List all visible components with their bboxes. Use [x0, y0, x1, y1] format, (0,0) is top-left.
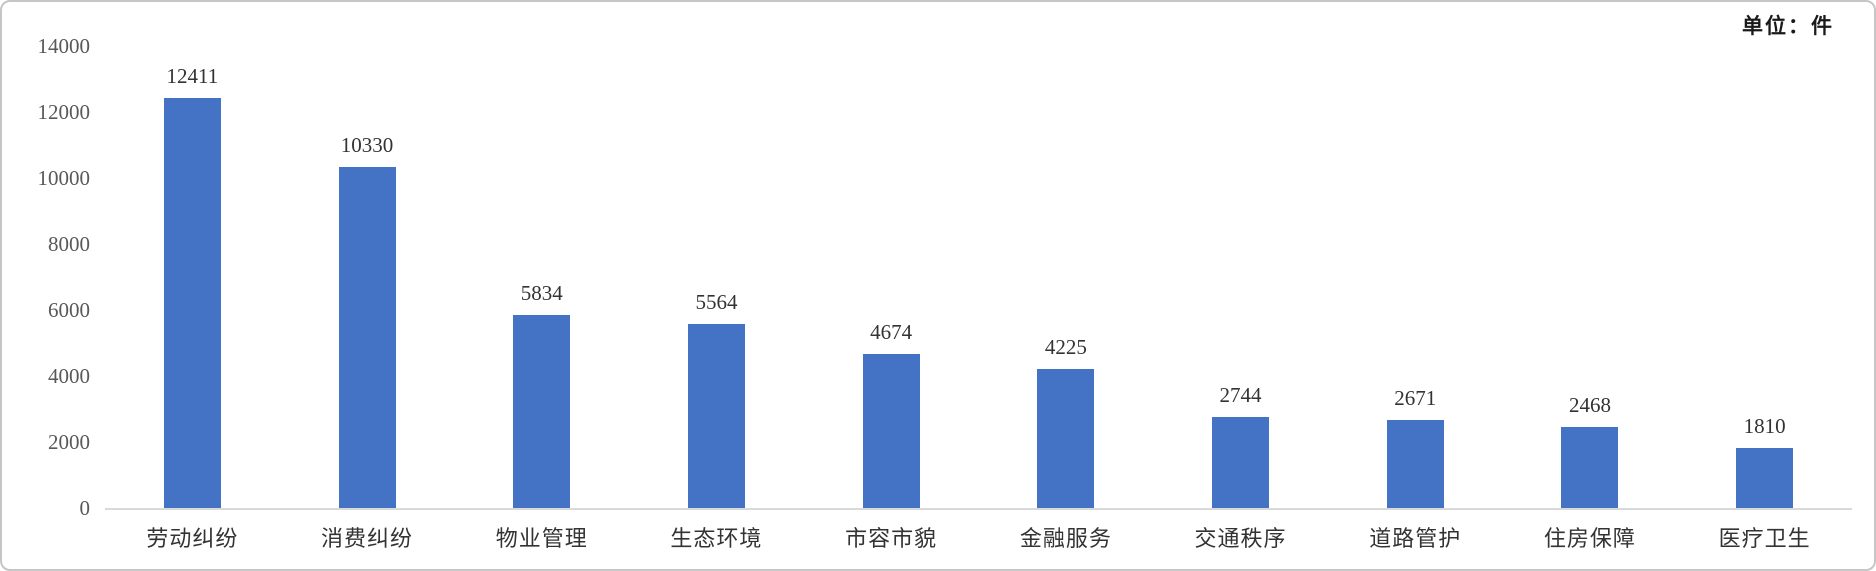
y-axis-tick-label: 0: [79, 496, 91, 520]
bar: [862, 354, 920, 508]
category-label: 金融服务: [1019, 526, 1112, 551]
bar-value-label: 10330: [340, 133, 394, 157]
bar: [513, 315, 571, 508]
bar-value-label: 4674: [870, 320, 913, 344]
category-label: 劳动纠纷: [146, 526, 239, 551]
bar: [1212, 417, 1270, 508]
bar-value-label: 2468: [1568, 393, 1611, 417]
y-axis-tick-label: 8000: [48, 232, 90, 256]
bar: [687, 324, 745, 508]
bar-value-label: 1810: [1743, 414, 1786, 438]
bar: [163, 98, 221, 508]
y-axis-tick-label: 2000: [48, 430, 90, 454]
category-label: 市容市貌: [845, 526, 938, 551]
y-axis-tick-label: 10000: [37, 166, 91, 190]
category-label: 道路管护: [1369, 526, 1462, 551]
x-axis-line: [105, 508, 1852, 510]
unit-label: 单位：件: [1742, 14, 1834, 38]
category-label: 交通秩序: [1194, 526, 1287, 551]
category-label: 生态环境: [670, 526, 763, 551]
bar-value-label: 4225: [1044, 335, 1087, 359]
y-axis-tick-label: 14000: [37, 34, 91, 58]
bar: [338, 167, 396, 508]
category-label: 住房保障: [1543, 526, 1636, 551]
bar-value-label: 2671: [1394, 386, 1437, 410]
y-axis-tick-label: 12000: [37, 100, 91, 124]
bar: [1736, 448, 1794, 508]
category-label: 物业管理: [495, 526, 588, 551]
category-label: 医疗卫生: [1718, 526, 1811, 551]
bar: [1561, 427, 1619, 508]
bar-value-label: 12411: [166, 64, 219, 88]
y-axis-tick-label: 6000: [48, 298, 90, 322]
bar-value-label: 5834: [520, 281, 563, 305]
bar: [1037, 369, 1095, 508]
bar: [1386, 420, 1444, 508]
bar-value-label: 5564: [695, 290, 738, 314]
y-axis-tick-label: 4000: [48, 364, 90, 388]
category-label: 消费纠纷: [321, 526, 414, 551]
bar-value-label: 2744: [1219, 383, 1262, 407]
